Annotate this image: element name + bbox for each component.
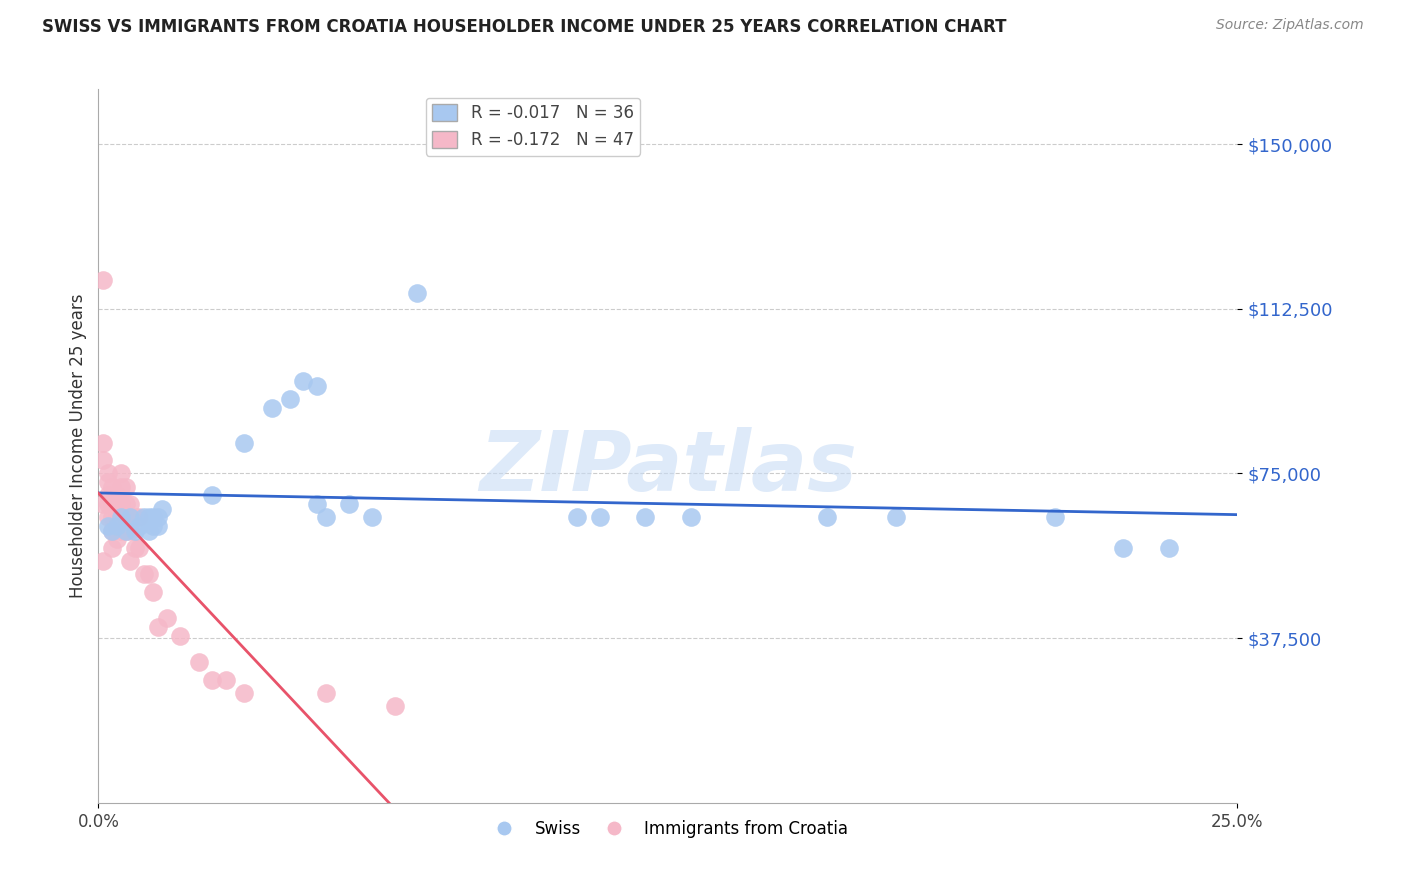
Point <box>201 488 224 502</box>
Point <box>360 510 382 524</box>
Point <box>634 510 657 524</box>
Point <box>101 480 124 494</box>
Point <box>146 519 169 533</box>
Point <box>292 374 315 388</box>
Point <box>128 510 150 524</box>
Point <box>114 524 136 538</box>
Point <box>815 510 838 524</box>
Point <box>96 497 118 511</box>
Point <box>101 524 124 538</box>
Point <box>679 510 702 524</box>
Point <box>138 510 160 524</box>
Point <box>201 673 224 687</box>
Text: ZIPatlas: ZIPatlas <box>479 427 856 508</box>
Point <box>128 541 150 555</box>
Point <box>96 467 118 481</box>
Point <box>1112 541 1135 555</box>
Point <box>91 453 114 467</box>
Point <box>150 501 173 516</box>
Legend: Swiss, Immigrants from Croatia: Swiss, Immigrants from Croatia <box>481 814 855 845</box>
Point <box>110 480 132 494</box>
Point <box>315 686 337 700</box>
Point <box>142 519 165 533</box>
Point <box>406 286 429 301</box>
Point <box>101 541 124 555</box>
Point <box>588 510 610 524</box>
Text: Source: ZipAtlas.com: Source: ZipAtlas.com <box>1216 18 1364 32</box>
Point <box>91 273 114 287</box>
Point <box>120 510 142 524</box>
Point <box>101 497 124 511</box>
Point <box>215 673 238 687</box>
Point <box>105 519 128 533</box>
Point <box>91 435 114 450</box>
Point <box>307 378 329 392</box>
Point <box>315 510 337 524</box>
Point <box>156 611 179 625</box>
Point <box>1157 541 1180 555</box>
Point <box>110 467 132 481</box>
Point <box>114 510 136 524</box>
Point <box>124 524 146 538</box>
Point <box>120 510 142 524</box>
Point <box>132 510 155 524</box>
Point <box>260 401 283 415</box>
Point <box>337 497 360 511</box>
Point <box>278 392 301 406</box>
Point <box>105 488 128 502</box>
Point <box>142 585 165 599</box>
Point <box>146 510 169 524</box>
Point <box>91 554 114 568</box>
Point <box>120 497 142 511</box>
Y-axis label: Householder Income Under 25 years: Householder Income Under 25 years <box>69 293 87 599</box>
Point <box>307 497 329 511</box>
Point <box>132 567 155 582</box>
Point <box>110 510 132 524</box>
Point <box>187 655 209 669</box>
Point <box>884 510 907 524</box>
Point <box>138 567 160 582</box>
Point <box>96 519 118 533</box>
Point <box>120 554 142 568</box>
Point <box>1043 510 1066 524</box>
Point <box>96 510 118 524</box>
Point <box>384 699 406 714</box>
Point <box>96 488 118 502</box>
Point <box>114 480 136 494</box>
Point <box>565 510 588 524</box>
Point <box>124 510 146 524</box>
Point <box>114 524 136 538</box>
Point <box>138 524 160 538</box>
Point <box>114 497 136 511</box>
Point <box>91 497 114 511</box>
Point <box>124 541 146 555</box>
Point <box>96 475 118 490</box>
Point <box>120 524 142 538</box>
Point <box>105 497 128 511</box>
Point <box>142 510 165 524</box>
Point <box>169 629 191 643</box>
Point <box>146 620 169 634</box>
Point <box>105 510 128 524</box>
Text: SWISS VS IMMIGRANTS FROM CROATIA HOUSEHOLDER INCOME UNDER 25 YEARS CORRELATION C: SWISS VS IMMIGRANTS FROM CROATIA HOUSEHO… <box>42 18 1007 36</box>
Point <box>128 519 150 533</box>
Point <box>101 524 124 538</box>
Point <box>105 533 128 547</box>
Point <box>110 524 132 538</box>
Point <box>101 510 124 524</box>
Point <box>233 435 256 450</box>
Point <box>233 686 256 700</box>
Point <box>110 497 132 511</box>
